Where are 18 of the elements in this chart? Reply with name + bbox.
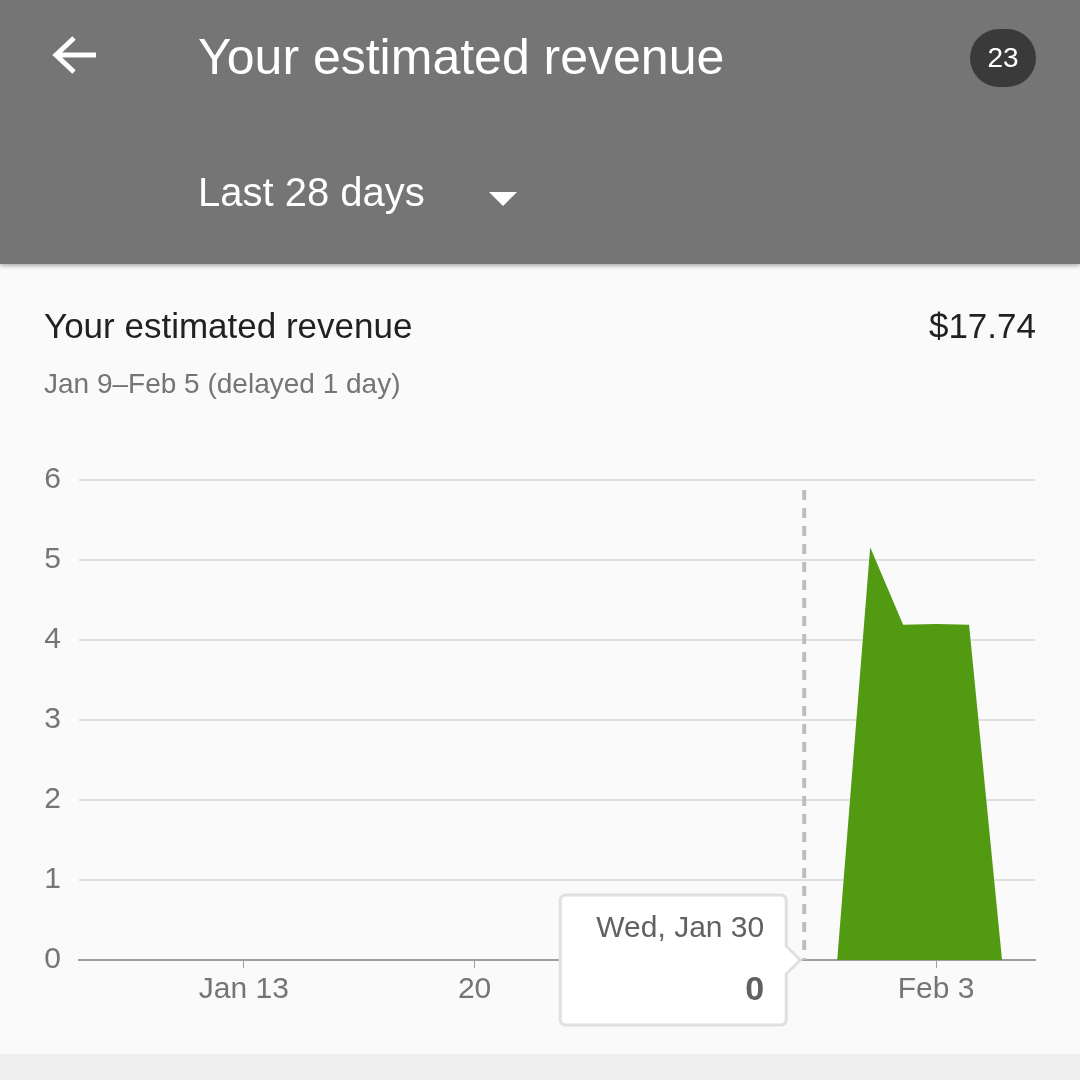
- text: Your estimated revenue: [198, 28, 725, 86]
- y-tick-label: 6: [44, 461, 61, 495]
- x-tick-label: Feb 3: [897, 971, 975, 1005]
- text: 23: [970, 29, 1036, 87]
- y-tick-label: 4: [44, 621, 61, 655]
- y-tick-label: 3: [44, 701, 61, 735]
- y-tick-label: 0: [44, 941, 61, 975]
- x-tick-label: 20: [457, 971, 492, 1005]
- chart-subtitle: Jan 9–Feb 5 (delayed 1 day): [44, 368, 401, 400]
- text: Last 28 days: [198, 170, 425, 215]
- annotation: 0: [745, 969, 765, 1008]
- y-tick-label: 5: [44, 541, 61, 575]
- y-tick-label: 2: [44, 781, 61, 815]
- annotation: Wed, Jan 30: [596, 910, 765, 944]
- chart-title: Your estimated revenue: [44, 306, 413, 346]
- y-tick-label: 1: [44, 861, 61, 895]
- x-tick-label: Jan 13: [198, 971, 289, 1005]
- text: $17.74: [928, 306, 1036, 346]
